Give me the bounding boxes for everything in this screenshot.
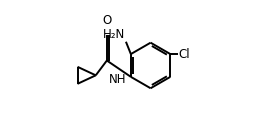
Text: Cl: Cl: [178, 48, 190, 61]
Text: NH: NH: [109, 73, 127, 86]
Text: H₂N: H₂N: [103, 28, 125, 41]
Text: O: O: [102, 14, 112, 27]
